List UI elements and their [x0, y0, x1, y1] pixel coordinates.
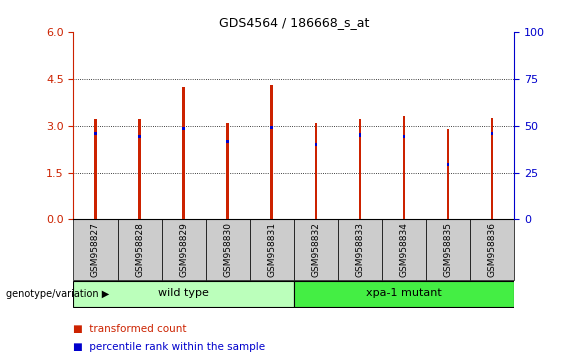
Text: GSM958829: GSM958829 [179, 222, 188, 277]
Bar [447, 163, 449, 166]
Text: wild type: wild type [158, 288, 209, 298]
Bar [206, 219, 250, 280]
Bar [315, 143, 317, 146]
Bar [382, 219, 426, 280]
Text: ■  percentile rank within the sample: ■ percentile rank within the sample [73, 342, 266, 352]
Text: GSM958831: GSM958831 [267, 222, 276, 277]
Bar [359, 133, 361, 137]
Text: ■  transformed count: ■ transformed count [73, 324, 187, 334]
Bar [359, 119, 361, 219]
Bar [250, 219, 294, 280]
Bar [294, 281, 514, 307]
Text: GSM958833: GSM958833 [355, 222, 364, 277]
Bar [338, 219, 382, 280]
Text: GSM958834: GSM958834 [399, 222, 408, 277]
Bar [138, 135, 141, 138]
Bar [227, 140, 229, 143]
Text: GSM958835: GSM958835 [444, 222, 453, 277]
Bar [138, 119, 141, 219]
Text: GSM958836: GSM958836 [488, 222, 497, 277]
Text: GSM958827: GSM958827 [91, 222, 100, 277]
Text: xpa-1 mutant: xpa-1 mutant [366, 288, 442, 298]
Bar [447, 129, 449, 219]
Bar [118, 219, 162, 280]
Bar [491, 132, 493, 135]
Bar [73, 281, 294, 307]
Bar [94, 119, 97, 219]
Bar [94, 132, 97, 135]
Bar [403, 116, 405, 219]
Bar [227, 122, 229, 219]
Text: GSM958830: GSM958830 [223, 222, 232, 277]
Text: GSM958828: GSM958828 [135, 222, 144, 277]
Text: GSM958832: GSM958832 [311, 222, 320, 277]
Bar [271, 126, 273, 129]
Bar [182, 127, 185, 130]
Bar [294, 219, 338, 280]
Bar [491, 118, 493, 219]
Bar [271, 85, 273, 219]
Title: GDS4564 / 186668_s_at: GDS4564 / 186668_s_at [219, 16, 369, 29]
Bar [470, 219, 514, 280]
Bar [426, 219, 470, 280]
Bar [315, 122, 317, 219]
Bar [73, 219, 118, 280]
Bar [403, 135, 405, 138]
Text: genotype/variation ▶: genotype/variation ▶ [6, 289, 109, 299]
Bar [162, 219, 206, 280]
Bar [182, 87, 185, 219]
